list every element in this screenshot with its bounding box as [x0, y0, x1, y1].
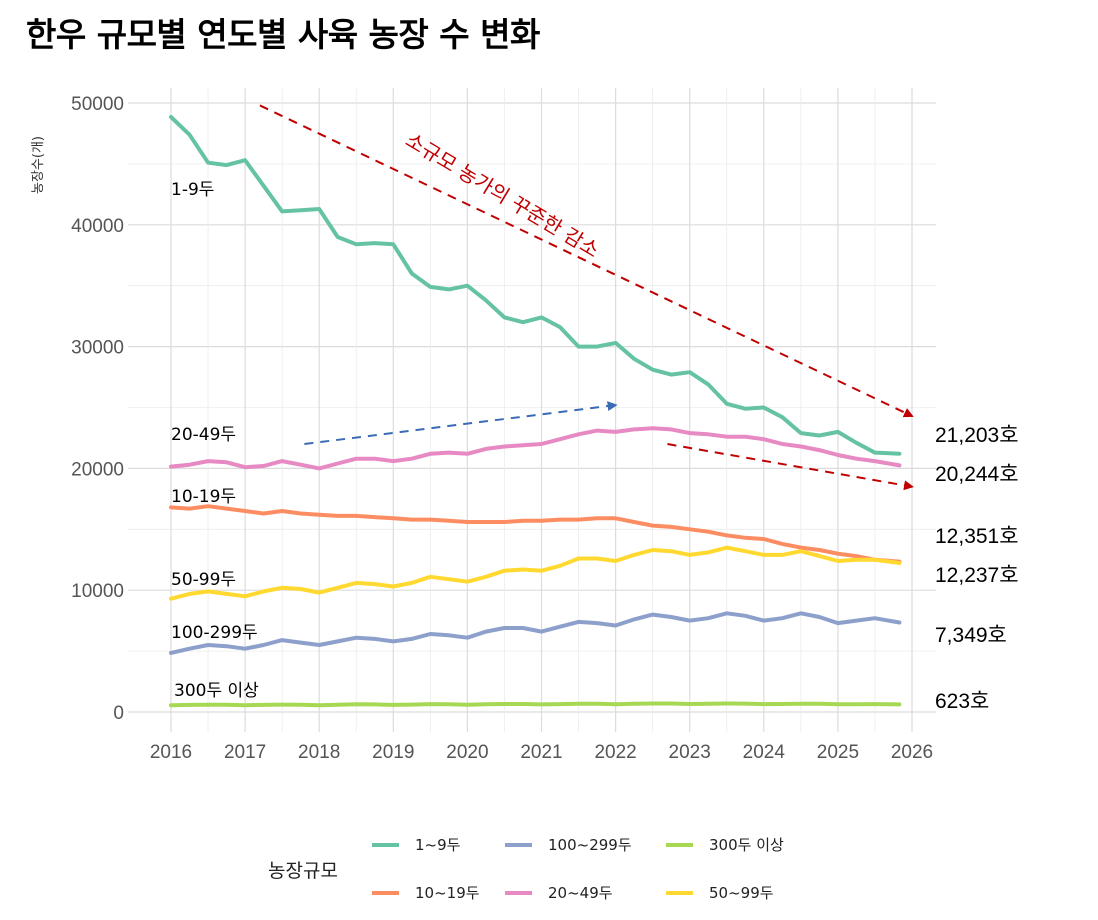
- legend-title: 농장규모: [268, 860, 338, 882]
- y-axis-ticks: 0 10000 20000 30000 40000 50000: [71, 94, 124, 724]
- end-value-label: 21,203호: [935, 424, 1019, 447]
- series-line-2: [169, 426, 902, 471]
- end-value-label: 12,351호: [935, 525, 1019, 548]
- series-label: 100-299두: [171, 623, 258, 643]
- annotation-text: 소규모 농가의 꾸준한 감소: [401, 128, 603, 263]
- x-tick-label: 2018: [298, 742, 340, 763]
- x-tick-label: 2019: [372, 742, 414, 763]
- legend-item: 50~99두: [666, 884, 774, 902]
- series-lines: [169, 115, 902, 708]
- series-line-5: [169, 701, 902, 708]
- y-tick-label: 0: [113, 703, 124, 724]
- series-label: 10-19두: [171, 487, 236, 507]
- y-tick-label: 30000: [71, 338, 124, 359]
- x-tick-label: 2026: [891, 742, 933, 763]
- x-tick-label: 2021: [520, 742, 562, 763]
- end-value-label: 12,237호: [935, 564, 1019, 587]
- end-value-label: 20,244호: [935, 463, 1019, 486]
- legend-item: 100~299두: [505, 836, 632, 854]
- x-tick-label: 2025: [817, 742, 859, 763]
- x-axis-ticks: 2016 2017 2018 2019 2020 2021 2022 2023 2024 2025…: [150, 742, 933, 763]
- y-tick-label: 50000: [71, 94, 124, 115]
- legend-label: 300두 이상: [709, 836, 784, 854]
- end-value-label: 7,349호: [935, 624, 1007, 647]
- legend: 농장규모 1~9두 100~299두 300두 이상 10~19두 20~49두 50~9…: [268, 836, 784, 902]
- series-label: 300두 이상: [174, 681, 259, 701]
- legend-label: 10~19두: [415, 884, 480, 902]
- x-tick-label: 2024: [743, 742, 786, 763]
- series-line-0: [169, 115, 902, 456]
- legend-item: 1~9두: [372, 836, 461, 854]
- trend-arrow: [304, 401, 618, 446]
- series-label: 20-49두: [171, 425, 236, 445]
- y-tick-label: 20000: [71, 459, 124, 480]
- x-tick-label: 2020: [446, 742, 488, 763]
- x-tick-label: 2017: [224, 742, 266, 763]
- chart-title: 한우 규모별 연도별 사육 농장 수 변화: [26, 15, 540, 54]
- x-tick-label: 2016: [150, 742, 192, 763]
- end-value-label: 623호: [935, 690, 989, 713]
- legend-item: 10~19두: [372, 884, 480, 902]
- legend-item: 300두 이상: [666, 836, 784, 854]
- legend-label: 100~299두: [548, 836, 632, 854]
- series-line-4: [169, 611, 902, 655]
- trend-arrow: [259, 104, 914, 418]
- legend-label: 20~49두: [548, 884, 613, 902]
- series-labels: 1-9두 10-19두 20-49두 50-99두 100-299두 300두 이상: [171, 180, 259, 701]
- legend-label: 1~9두: [415, 836, 461, 854]
- x-tick-label: 2022: [594, 742, 636, 763]
- series-label: 50-99두: [171, 570, 236, 590]
- legend-label: 50~99두: [709, 884, 774, 902]
- end-value-labels: 21,203호 12,351호 20,244호 12,237호 7,349호 623호: [935, 424, 1019, 713]
- annotations: [259, 104, 914, 491]
- legend-item: 20~49두: [505, 884, 613, 902]
- x-tick-label: 2023: [669, 742, 711, 763]
- y-tick-label: 40000: [71, 216, 124, 237]
- series-label: 1-9두: [171, 180, 214, 200]
- y-axis-label: 농장수(개): [31, 136, 46, 194]
- series-line-3: [169, 545, 902, 601]
- y-tick-label: 10000: [71, 581, 124, 602]
- series-line-1: [169, 504, 902, 564]
